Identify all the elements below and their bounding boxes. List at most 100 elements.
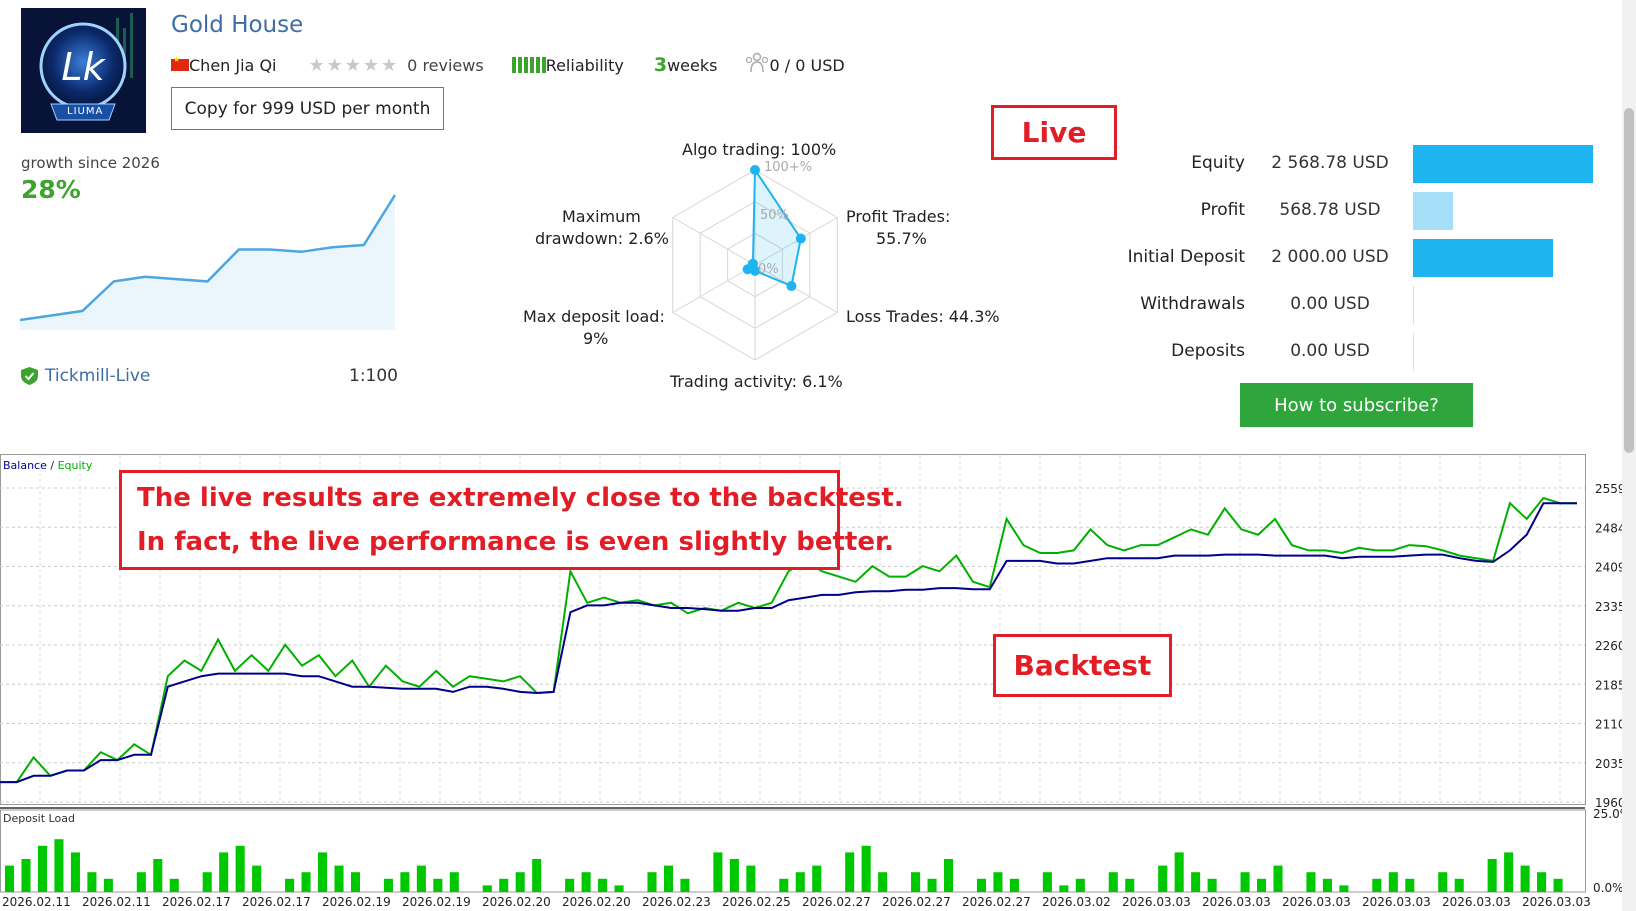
deposit-load-bar [1158,865,1168,892]
radar-point [795,233,806,244]
deposit-load-bar [927,878,937,892]
legend-separator: / [46,459,58,472]
x-tick-label: 2026.02.19 [322,895,391,909]
y-tick-label: 2110 [1595,718,1622,732]
comparison-note: The live results are extremely close to … [119,470,904,570]
deposit-load-bar [1405,878,1415,892]
author-name[interactable]: Chen Jia Qi [189,55,277,75]
growth-label: growth since 2026 [21,154,160,172]
deposit-load-bar [433,878,443,892]
deposit-tick-bottom: 0.0% [1593,881,1622,895]
deposit-load-bar [845,852,855,892]
deposit-load-bar [532,859,542,892]
deposit-load-bar [944,859,954,892]
growth-value: 28% [21,175,81,204]
growth-area [20,195,395,330]
radar-tick-100: 100+% [764,160,812,175]
x-tick-label: 2026.02.27 [802,895,871,909]
backtest-annotation: Backtest [993,634,1172,697]
x-tick-label: 2026.03.03 [1442,895,1511,909]
deposit-load-bar [1322,878,1332,892]
balance-value: 2 568.78 USD [1271,153,1389,173]
logo-text: LIUMA [67,106,104,117]
deposit-load-bar [1240,872,1250,892]
deposit-load-bar [416,865,426,892]
balance-label: Profit [1200,200,1245,220]
deposit-load-bar [1438,872,1448,892]
radar-loss-label: Loss Trades: 44.3% [846,307,1000,326]
scrollbar-thumb[interactable] [1624,108,1634,453]
legend-balance: Balance [3,459,47,472]
deposit-load-bar [252,865,262,892]
deposit-load-bar [1207,878,1217,892]
broker[interactable]: Tickmill-Live [21,366,150,386]
x-tick-label: 2026.02.27 [962,895,1031,909]
balance-value: 0.00 USD [1290,341,1370,361]
x-axis-ticks: 2026.02.11 2026.02.11 2026.02.17 2026.02.17… [2,895,1591,909]
x-tick-label: 2026.02.11 [82,895,151,909]
x-tick-label: 2026.03.03 [1362,895,1431,909]
balance-value: 2 000.00 USD [1271,247,1389,267]
deposit-load-bar [713,852,723,892]
deposit-load-bar [219,852,229,892]
balance-label: Equity [1191,153,1245,173]
deposit-load-bar [1042,872,1052,892]
deposit-load-bar [795,872,805,892]
y-tick-label: 2335 [1595,600,1622,614]
balance-bar [1413,145,1593,183]
deposit-load-bar [334,865,344,892]
reviews-count[interactable]: 0 reviews [407,55,484,75]
growth-line [20,194,397,322]
deposit-load-bar [482,885,492,892]
deposit-load-bar [614,885,624,892]
signal-logo: Lk LIUMA [21,8,146,133]
deposit-load-bar [663,865,674,892]
subscribers-icon [745,52,769,79]
deposit-load-bar [400,872,410,892]
deposit-load-bar [499,878,509,892]
deposit-load-bar [1059,885,1069,892]
balance-bar [1413,333,1414,371]
radar-profit-label: Profit Trades: [846,207,951,226]
chart-legend: Balance / Equity [3,459,92,472]
radar-grid [672,169,838,360]
deposit-load-bar [1454,878,1464,892]
deposit-load-bar [449,872,459,892]
svg-text:Lk: Lk [61,45,106,89]
deposit-load-bar [37,845,48,892]
rating-stars-icon[interactable]: ★★★★★ [308,54,400,76]
deposit-load-bar [1306,872,1316,892]
copy-subscribe-button[interactable]: Copy for 999 USD per month [171,87,444,130]
deposit-load-bar [21,859,31,892]
radar-tick-50: 50% [760,208,789,223]
deposit-load-bar [1075,878,1085,892]
broker-name[interactable]: Tickmill-Live [45,366,151,386]
deposit-load-bar [318,852,328,892]
signal-title[interactable]: Gold House [171,12,304,38]
y-tick-label: 2559 [1595,482,1622,496]
radar-deposit-load-label: Max deposit load: [523,307,665,326]
balance-label: Deposits [1171,341,1245,361]
deposit-load-bars: 25.0% 0.0% [5,807,1622,895]
deposit-load-bar [861,845,871,892]
y-tick-label: 2035 [1595,757,1622,771]
balance-value: 568.78 USD [1279,200,1381,220]
radar-point [747,258,758,269]
deposit-load-bar [581,872,591,892]
balance-value: 0.00 USD [1290,294,1370,314]
y-axis-ticks: 2559 2484 2409 2335 2260 2185 2110 2035 1960 [1595,482,1622,810]
x-tick-label: 2026.02.20 [482,895,551,909]
legend-equity: Equity [57,459,93,472]
radar-algo-label: Algo trading: 100% [682,140,837,159]
how-to-subscribe-button[interactable]: How to subscribe? [1240,383,1473,427]
deposit-load-bar [746,865,756,892]
deposit-load-label: Deposit Load [3,812,75,825]
weeks-label: weeks [667,55,718,75]
radar-tick-0: 0% [758,262,779,277]
deposit-load-bar [54,839,64,892]
deposit-load-bar [779,878,789,892]
deposit-load-bar [235,845,245,892]
y-tick-label: 2484 [1595,521,1622,535]
balance-label: Withdrawals [1140,294,1245,314]
deposit-load-bar [1191,872,1201,892]
